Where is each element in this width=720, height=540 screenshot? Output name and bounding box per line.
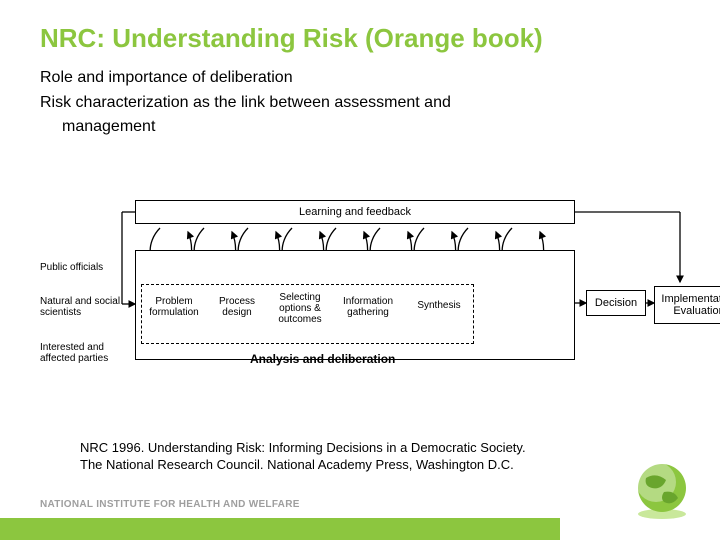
implementation-l2: Evaluation bbox=[673, 305, 720, 317]
citation-l1: NRC 1996. Understanding Risk: Informing … bbox=[80, 440, 526, 457]
footer-institution: NATIONAL INSTITUTE FOR HEALTH AND WELFAR… bbox=[40, 499, 300, 510]
feedback-label: Learning and feedback bbox=[299, 206, 411, 218]
bullet-2: Risk characterization as the link betwee… bbox=[40, 93, 688, 114]
diagram: Learning and feedback Analysis and delib… bbox=[40, 200, 688, 420]
citation-l2: The National Research Council. National … bbox=[80, 457, 526, 474]
bullet-2-cont: management bbox=[40, 117, 688, 138]
globe-icon bbox=[630, 458, 694, 522]
decision-label: Decision bbox=[595, 297, 637, 309]
stage-0: Problem formulation bbox=[145, 296, 203, 318]
stage-4: Synthesis bbox=[413, 300, 465, 311]
actor-label-0: Public officials bbox=[40, 262, 130, 273]
implementation-box: Implementation Evaluation bbox=[654, 286, 720, 324]
feedback-box: Learning and feedback bbox=[135, 200, 575, 224]
stage-3: Information gathering bbox=[339, 296, 397, 318]
footer-bar bbox=[0, 518, 560, 540]
analysis-deliberation-label: Analysis and deliberation bbox=[250, 352, 395, 366]
citation: NRC 1996. Understanding Risk: Informing … bbox=[80, 440, 526, 474]
implementation-l1: Implementation bbox=[661, 293, 720, 305]
decision-box: Decision bbox=[586, 290, 646, 316]
stage-2: Selecting options & outcomes bbox=[271, 292, 329, 325]
actor-label-2: Interested and affected parties bbox=[40, 342, 130, 364]
slide-title: NRC: Understanding Risk (Orange book) bbox=[40, 24, 688, 54]
stage-1: Process design bbox=[213, 296, 261, 318]
actor-label-1: Natural and social scientists bbox=[40, 296, 130, 318]
bullets-block: Role and importance of deliberation Risk… bbox=[40, 68, 688, 138]
bullet-1: Role and importance of deliberation bbox=[40, 68, 688, 89]
